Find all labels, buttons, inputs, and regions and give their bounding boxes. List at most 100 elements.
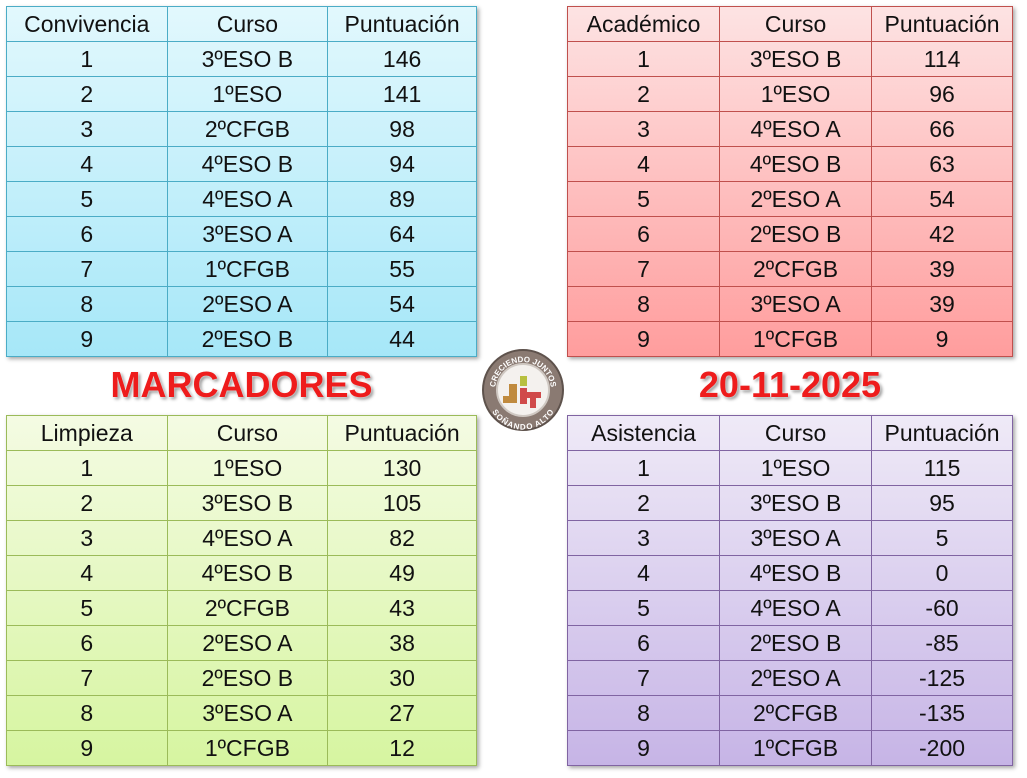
- score-cell: -125: [871, 660, 1013, 696]
- score-cell: -200: [871, 730, 1013, 766]
- score-cell: 54: [871, 181, 1013, 217]
- course-cell: 4ºESO B: [719, 555, 873, 591]
- rank-cell: 9: [566, 730, 721, 766]
- score-cell: 89: [327, 181, 477, 217]
- rank-cell: 3: [6, 111, 168, 147]
- score-cell: 98: [327, 111, 477, 147]
- course-cell: 1ºCFGB: [166, 251, 329, 287]
- rank-cell: 4: [6, 146, 168, 182]
- table-row: 2 3ºESO B 95: [566, 485, 1013, 521]
- column-header: Curso: [166, 415, 329, 451]
- column-header: Convivencia: [6, 6, 168, 42]
- course-cell: 2ºESO A: [719, 181, 873, 217]
- rank-cell: 4: [566, 555, 721, 591]
- rank-cell: 8: [6, 695, 168, 731]
- course-cell: 4ºESO B: [719, 146, 873, 182]
- course-cell: 2ºESO A: [166, 286, 329, 322]
- score-cell: -135: [871, 695, 1013, 731]
- score-cell: 63: [871, 146, 1013, 182]
- table-row: 5 2ºCFGB 43: [6, 590, 477, 626]
- table-row: 3 4ºESO A 66: [566, 111, 1013, 147]
- course-cell: 3ºESO B: [719, 41, 873, 77]
- score-cell: 114: [871, 41, 1013, 77]
- rank-cell: 5: [6, 590, 168, 626]
- table-row: 2 1ºESO 96: [566, 76, 1013, 112]
- course-cell: 4ºESO B: [166, 146, 329, 182]
- course-cell: 2ºESO A: [719, 660, 873, 696]
- course-cell: 2ºCFGB: [719, 251, 873, 287]
- rank-cell: 7: [566, 660, 721, 696]
- score-cell: 146: [327, 41, 477, 77]
- rank-cell: 2: [6, 76, 168, 112]
- score-cell: 95: [871, 485, 1013, 521]
- course-cell: 3ºESO B: [166, 41, 329, 77]
- course-cell: 1ºESO: [719, 450, 873, 486]
- asistencia-table: Asistencia Curso Puntuación 1 1ºESO 115 2 3ºESO…: [566, 415, 1013, 766]
- rank-cell: 8: [566, 286, 721, 322]
- course-cell: 2ºESO B: [719, 216, 873, 252]
- rank-cell: 4: [6, 555, 168, 591]
- table-row: 5 2ºESO A 54: [566, 181, 1013, 217]
- course-cell: 4ºESO A: [719, 111, 873, 147]
- course-cell: 4ºESO A: [166, 181, 329, 217]
- rank-cell: 6: [566, 216, 721, 252]
- column-header: Limpieza: [6, 415, 168, 451]
- rank-cell: 1: [6, 41, 168, 77]
- score-cell: 39: [871, 251, 1013, 287]
- course-cell: 1ºESO: [166, 76, 329, 112]
- course-cell: 1ºESO: [719, 76, 873, 112]
- course-cell: 2ºCFGB: [166, 590, 329, 626]
- table-row: 6 2ºESO B 42: [566, 216, 1013, 252]
- rank-cell: 6: [6, 216, 168, 252]
- table-row: 2 1ºESO 141: [6, 76, 477, 112]
- rank-cell: 7: [6, 251, 168, 287]
- table-row: 9 1ºCFGB 9: [566, 321, 1013, 357]
- table-row: 1 1ºESO 115: [566, 450, 1013, 486]
- table-row: 7 2ºCFGB 39: [566, 251, 1013, 287]
- course-cell: 3ºESO A: [166, 216, 329, 252]
- table-row: 9 1ºCFGB -200: [566, 730, 1013, 766]
- table-row: 5 4ºESO A 89: [6, 181, 477, 217]
- column-header: Académico: [566, 6, 721, 42]
- score-cell: 96: [871, 76, 1013, 112]
- rank-cell: 8: [6, 286, 168, 322]
- rank-cell: 1: [566, 41, 721, 77]
- course-cell: 2ºESO B: [719, 625, 873, 661]
- header-row: Académico Curso Puntuación: [566, 6, 1013, 42]
- column-header: Puntuación: [871, 6, 1013, 42]
- rank-cell: 5: [566, 181, 721, 217]
- rank-cell: 8: [566, 695, 721, 731]
- table-row: 3 4ºESO A 82: [6, 520, 477, 556]
- column-header: Curso: [166, 6, 329, 42]
- rank-cell: 1: [6, 450, 168, 486]
- rank-cell: 9: [566, 321, 721, 357]
- table-row: 4 4ºESO B 49: [6, 555, 477, 591]
- course-cell: 2ºESO B: [166, 660, 329, 696]
- course-cell: 4ºESO B: [166, 555, 329, 591]
- score-cell: 27: [327, 695, 477, 731]
- score-cell: -85: [871, 625, 1013, 661]
- rank-cell: 6: [566, 625, 721, 661]
- rank-cell: 9: [6, 730, 168, 766]
- table-row: 1 3ºESO B 146: [6, 41, 477, 77]
- table-row: 8 2ºCFGB -135: [566, 695, 1013, 731]
- score-cell: -60: [871, 590, 1013, 626]
- score-cell: 43: [327, 590, 477, 626]
- school-logo: CRECIENDO JUNTOS SOÑANDO ALTO: [482, 349, 564, 432]
- score-cell: 64: [327, 216, 477, 252]
- course-cell: 3ºESO A: [166, 695, 329, 731]
- table-row: 3 2ºCFGB 98: [6, 111, 477, 147]
- score-cell: 39: [871, 286, 1013, 322]
- course-cell: 3ºESO A: [719, 286, 873, 322]
- rank-cell: 3: [566, 520, 721, 556]
- header-row: Limpieza Curso Puntuación: [6, 415, 477, 451]
- course-cell: 2ºCFGB: [166, 111, 329, 147]
- score-cell: 115: [871, 450, 1013, 486]
- rank-cell: 5: [566, 590, 721, 626]
- score-cell: 9: [871, 321, 1013, 357]
- rank-cell: 6: [6, 625, 168, 661]
- table-row: 6 2ºESO B -85: [566, 625, 1013, 661]
- rank-cell: 2: [6, 485, 168, 521]
